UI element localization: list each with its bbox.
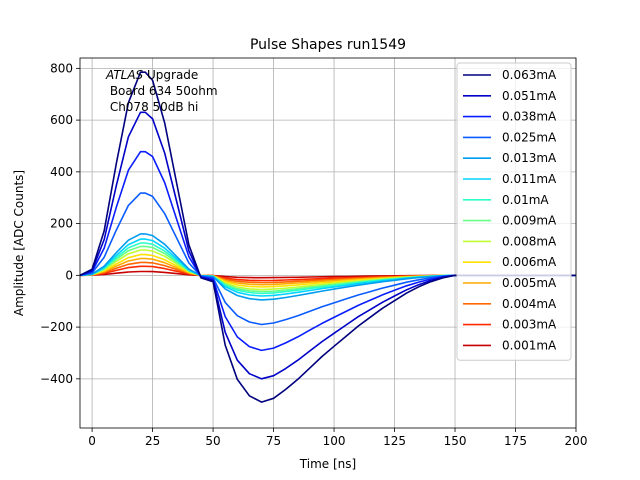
annotation-line-2: Board 634 50ohm — [106, 84, 218, 98]
legend-label: 0.025mA — [502, 130, 557, 144]
y-tick-label: 600 — [50, 113, 73, 127]
x-axis-label: Time [ns] — [299, 457, 356, 471]
legend-label: 0.006mA — [502, 255, 557, 269]
y-axis-label: Amplitude [ADC Counts] — [12, 170, 26, 316]
x-tick-label: 75 — [266, 434, 281, 448]
legend-box — [456, 62, 572, 361]
annotation-line-3: Ch078 50dB hi — [106, 100, 198, 114]
y-tick-label: −400 — [40, 372, 73, 386]
x-tick-label: 50 — [205, 434, 220, 448]
series-line — [79, 233, 576, 301]
legend-label: 0.063mA — [502, 68, 557, 82]
annotation-atlas: ATLAS — [105, 68, 144, 82]
legend-label: 0.008mA — [502, 234, 557, 248]
series-line — [79, 192, 576, 326]
legend-label: 0.01mA — [502, 193, 549, 207]
chart-title: Pulse Shapes run1549 — [250, 37, 406, 53]
series-line — [79, 111, 576, 380]
annotation-upgrade: Upgrade — [143, 68, 198, 82]
x-tick-label: 200 — [565, 434, 588, 448]
annotation-line-1: ATLAS Upgrade — [105, 68, 198, 82]
y-tick-label: 200 — [50, 217, 73, 231]
y-tick-label: −200 — [40, 320, 73, 334]
legend-label: 0.005mA — [502, 276, 557, 290]
series-line — [79, 71, 576, 403]
legend-label: 0.013mA — [502, 151, 557, 165]
legend: 0.063mA 0.051mA 0.038mA 0.025mA 0.013mA 0.011… — [456, 62, 572, 361]
x-tick-label: 150 — [444, 434, 467, 448]
series-lines — [79, 71, 576, 403]
x-tick-label: 0 — [88, 434, 96, 448]
axis-ticks: 0 25 50 75 100 125 150 175 200 −400 −200 0 200 400 600… — [40, 61, 587, 448]
legend-label: 0.001mA — [502, 338, 557, 352]
y-tick-label: 0 — [65, 268, 73, 282]
legend-label: 0.038mA — [502, 110, 557, 124]
x-tick-label: 25 — [145, 434, 160, 448]
legend-label: 0.009mA — [502, 214, 557, 228]
series-line — [79, 150, 576, 352]
chart-annotation: ATLAS Upgrade Board 634 50ohm Ch078 50dB… — [105, 68, 218, 114]
legend-label: 0.011mA — [502, 172, 557, 186]
legend-label: 0.003mA — [502, 318, 557, 332]
y-tick-label: 800 — [50, 61, 73, 75]
legend-label: 0.004mA — [502, 297, 557, 311]
plot-frame — [79, 57, 577, 429]
y-tick-label: 400 — [50, 165, 73, 179]
legend-label: 0.051mA — [502, 89, 557, 103]
x-tick-label: 100 — [323, 434, 346, 448]
x-tick-label: 125 — [383, 434, 406, 448]
x-tick-label: 175 — [504, 434, 527, 448]
